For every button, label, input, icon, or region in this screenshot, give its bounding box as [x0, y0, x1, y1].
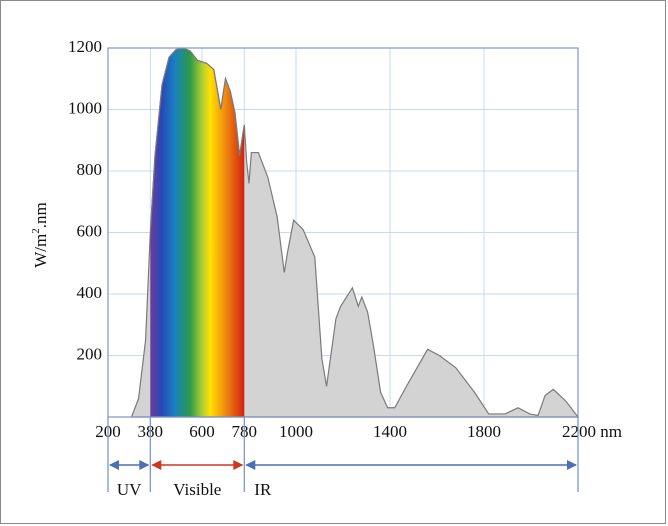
region-label: Visible: [173, 480, 221, 499]
x-tick-label: 1400: [373, 422, 407, 441]
x-tick-label: 1800: [467, 422, 501, 441]
y-tick-label: 1000: [68, 98, 102, 117]
arrow-head: [245, 460, 256, 470]
arrow-head: [233, 460, 244, 470]
y-tick-label: 400: [77, 283, 103, 302]
y-tick-label: 800: [77, 160, 103, 179]
y-label-base: W/m: [31, 234, 50, 268]
y-tick-label: 200: [77, 344, 103, 363]
y-label-sup: 2: [30, 228, 42, 234]
y-label-rest: .nm: [31, 202, 50, 228]
x-tick-label: 600: [189, 422, 215, 441]
y-tick-label: 1200: [68, 37, 102, 56]
region-label: UV: [117, 480, 142, 499]
plot-border: [107, 47, 579, 418]
x-tick-label: 2200 nm: [562, 422, 622, 441]
visible-spectrum-fill: [150, 47, 245, 417]
y-axis-label: W/m2.nm: [30, 202, 50, 267]
arrow-head: [109, 460, 119, 470]
y-tick-label: 600: [77, 221, 103, 240]
arrow-head: [139, 460, 150, 470]
region-label: IR: [254, 480, 272, 499]
arrow-head: [151, 460, 162, 470]
arrow-head: [567, 460, 577, 470]
x-tick-label: 1000: [279, 422, 313, 441]
